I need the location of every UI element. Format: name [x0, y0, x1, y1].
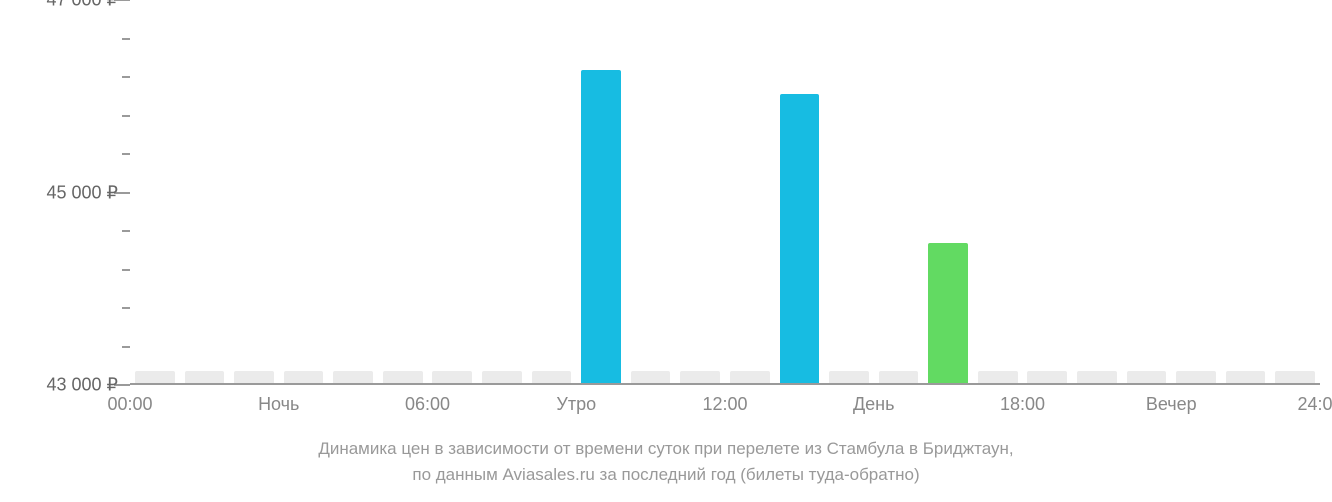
bar-empty: [432, 371, 472, 383]
y-tick-minor: [122, 230, 130, 232]
x-axis-label: 00:00: [107, 394, 152, 415]
plot-area: [130, 0, 1320, 385]
bar-empty: [1275, 371, 1315, 383]
x-axis-label: Ночь: [258, 394, 299, 415]
bar-empty: [1127, 371, 1167, 383]
caption-line-2: по данным Aviasales.ru за последний год …: [0, 462, 1332, 488]
bar-empty: [1176, 371, 1216, 383]
bar-empty: [135, 371, 175, 383]
y-tick-minor: [122, 307, 130, 309]
bar-empty: [680, 371, 720, 383]
x-axis-label: 18:00: [1000, 394, 1045, 415]
bar-empty: [829, 371, 869, 383]
y-axis: 47 000 ₽45 000 ₽43 000 ₽: [0, 0, 130, 385]
x-axis-label: 24:00: [1297, 394, 1332, 415]
x-axis-label: Утро: [556, 394, 596, 415]
bar-hour-16[interactable]: [928, 243, 968, 383]
bar-empty: [730, 371, 770, 383]
y-tick-minor: [122, 38, 130, 40]
y-axis-label: 43 000 ₽: [46, 375, 118, 396]
bar-empty: [1077, 371, 1117, 383]
bar-hour-9[interactable]: [581, 70, 621, 383]
bar-empty: [333, 371, 373, 383]
price-by-hour-chart: 47 000 ₽ 45 000 ₽ 43 000 ₽ 00:00 Ночь 06:00 У…: [0, 0, 1332, 502]
bar-empty: [185, 371, 225, 383]
x-axis: 00:00Ночь06:00Утро12:00День18:00Вечер24:…: [130, 390, 1320, 420]
y-tick-minor: [122, 269, 130, 271]
y-tick-minor: [122, 76, 130, 78]
bar-empty: [234, 371, 274, 383]
x-axis-label: 12:00: [702, 394, 747, 415]
x-axis-label: Вечер: [1146, 394, 1197, 415]
x-axis-label: День: [853, 394, 895, 415]
bar-hour-13[interactable]: [780, 94, 820, 383]
bar-empty: [482, 371, 522, 383]
y-tick-minor: [122, 115, 130, 117]
bar-empty: [1226, 371, 1266, 383]
y-axis-label: 47 000 ₽: [46, 0, 118, 11]
bar-empty: [978, 371, 1018, 383]
bar-empty: [284, 371, 324, 383]
y-tick-minor: [122, 153, 130, 155]
y-axis-label: 45 000 ₽: [46, 182, 118, 203]
caption-line-1: Динамика цен в зависимости от времени су…: [0, 436, 1332, 462]
bar-empty: [1027, 371, 1067, 383]
x-axis-label: 06:00: [405, 394, 450, 415]
y-tick-minor: [122, 346, 130, 348]
bar-empty: [879, 371, 919, 383]
bar-empty: [383, 371, 423, 383]
bar-empty: [532, 371, 572, 383]
bar-empty: [631, 371, 671, 383]
